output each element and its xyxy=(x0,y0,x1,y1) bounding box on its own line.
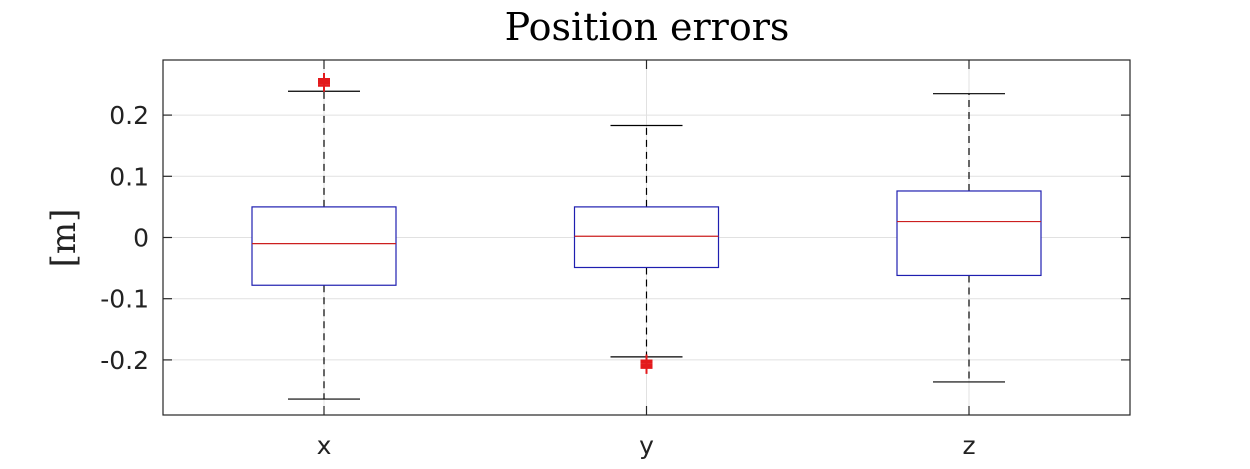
y-tick-label: -0.1 xyxy=(100,285,149,314)
box-group-z xyxy=(896,93,1042,383)
box-group-x xyxy=(251,72,397,400)
iqr-box xyxy=(251,206,397,286)
y-tick-label: 0.2 xyxy=(109,101,149,130)
axis-ticks: -0.2 -0.1 0 0.1 0.2 x y z xyxy=(100,60,1130,460)
chart-title: Position errors xyxy=(505,5,790,49)
x-tick-label: x xyxy=(317,431,332,460)
y-axis-label: [m] xyxy=(44,209,84,268)
iqr-box xyxy=(573,206,720,269)
y-tick-label: 0.1 xyxy=(109,162,149,191)
iqr-box xyxy=(896,190,1042,277)
box-group-y xyxy=(573,124,720,374)
plot-data xyxy=(251,72,1042,400)
y-tick-label: 0 xyxy=(133,224,149,253)
outlier-point xyxy=(640,361,653,374)
x-tick-label: z xyxy=(962,431,975,460)
x-tick-label: y xyxy=(639,431,654,460)
outlier-point xyxy=(318,72,330,85)
y-tick-label: -0.2 xyxy=(100,346,149,375)
